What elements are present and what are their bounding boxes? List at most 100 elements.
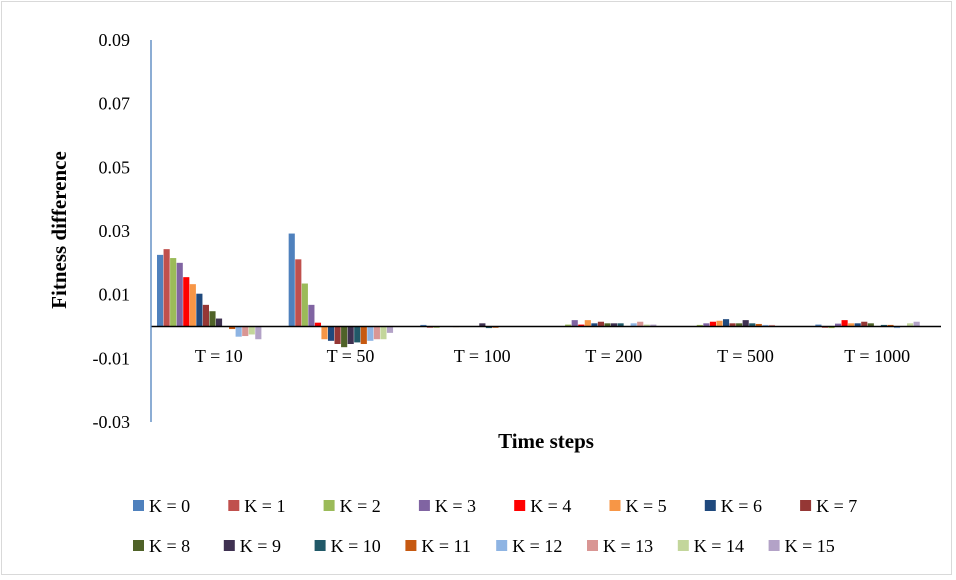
legend-swatch [768,540,780,551]
bar-k13-1 [373,326,380,340]
legend-item: K = 0 [133,496,190,516]
y-tick-label: 0.09 [99,30,131,50]
legend-item: K = 13 [587,536,653,556]
bar-k9-4 [742,320,749,327]
y-tick-label: -0.03 [93,412,131,432]
bar-k3-5 [834,323,842,327]
bar-k13-3 [637,321,644,327]
category-label: T = 500 [717,346,774,366]
legend-label: K = 13 [603,536,653,556]
bar-k1-1 [295,259,302,327]
y-tick-label: 0.01 [99,285,131,305]
bar-k11-4 [755,323,762,327]
legend-item: K = 8 [133,536,190,556]
bar-k8-5 [867,323,874,327]
bar-k5-0 [189,284,196,327]
bar-k6-0 [196,293,203,327]
bar-k4-1 [314,322,322,327]
legend-swatch [609,500,621,511]
bar-k2-1 [301,283,308,327]
legend-label: K = 10 [331,536,381,556]
bar-k11-5 [887,324,894,327]
bar-k12-5 [893,326,901,329]
bar-k7-5 [861,321,868,327]
bar-k14-5 [907,323,914,327]
bar-k2-4 [696,324,703,327]
bar-k4-0 [183,277,190,327]
legend: K = 0 K = 1 K = 2 K = 3 K = 4 K = 5 K = 6 K = 7… [133,496,857,556]
legend-swatch [496,540,508,551]
bar-k12-4 [762,324,769,327]
bar-k12-0 [235,326,242,337]
bar-k7-1 [334,326,341,345]
bar-k10-5 [880,324,887,327]
bar-k15-3 [650,324,657,327]
bar-k12-1 [367,326,374,341]
legend-swatch [323,500,335,511]
bar-k14-3 [643,324,650,327]
legend-item: K = 12 [496,536,562,556]
legend-item: K = 9 [223,536,281,556]
x-axis-title: Time steps [498,429,594,453]
legend-label: K = 4 [530,496,571,516]
legend-label: K = 2 [340,496,381,516]
y-tick-label: -0.01 [93,348,131,368]
legend-item: K = 5 [609,496,667,516]
legend-label: K = 8 [149,536,190,556]
bar-k0-5 [815,324,822,327]
legend-item: K = 2 [323,496,381,516]
y-tick-label: 0.03 [99,221,131,241]
legend-label: K = 5 [626,496,667,516]
legend-label: K = 0 [149,496,190,516]
bar-k0-2 [420,324,427,327]
category-labels: T = 10 T = 50 T = 100 T = 200 T = 500 T = 100… [195,346,910,366]
legend-swatch [133,540,144,551]
y-tick-label: 0.07 [99,94,131,114]
bar-k10-2 [485,326,492,329]
bar-k2-0 [170,258,177,327]
bar-k5-3 [584,320,591,327]
bar-k3-0 [176,262,183,327]
legend-item: K = 14 [677,536,744,556]
legend-swatch [587,540,598,551]
legend-item: K = 4 [514,496,571,516]
legend-label: K = 15 [785,536,835,556]
bar-k11-0 [229,326,236,330]
bar-k7-4 [729,323,736,327]
bar-k14-1 [380,326,387,340]
y-axis-title: Fitness difference [47,151,71,309]
bar-k10-3 [617,323,624,327]
legend-label: K = 9 [240,536,281,556]
bar-k15-1 [386,326,394,333]
legend-label: K = 3 [435,496,476,516]
bar-k8-1 [341,326,348,348]
bar-k6-4 [722,319,730,327]
bar-k4-5 [841,320,848,327]
bar-k8-4 [736,323,743,327]
bar-k3-4 [703,323,710,327]
legend-label: K = 12 [512,536,562,556]
bar-k6-3 [591,323,598,327]
category-label: T = 10 [195,346,243,366]
bar-k7-3 [597,321,604,327]
bar-k0-0 [157,254,164,327]
legend-label: K = 14 [694,536,744,556]
legend-item: K = 11 [405,536,471,556]
bars [157,233,920,348]
legend-swatch [223,540,235,551]
legend-item: K = 1 [228,496,285,516]
legend-item: K = 3 [418,496,476,516]
bar-k6-1 [327,326,335,341]
legend-swatch [800,500,812,511]
bar-k9-1 [347,326,354,345]
legend-swatch [677,540,689,551]
bar-k9-3 [610,323,618,327]
bar-k9-2 [479,323,486,327]
category-label: T = 100 [454,346,511,366]
bar-k10-4 [749,323,756,327]
bar-k2-3 [565,324,572,327]
legend-item: K = 10 [314,536,381,556]
bar-k9-0 [215,318,223,327]
legend-item: K = 15 [768,536,835,556]
